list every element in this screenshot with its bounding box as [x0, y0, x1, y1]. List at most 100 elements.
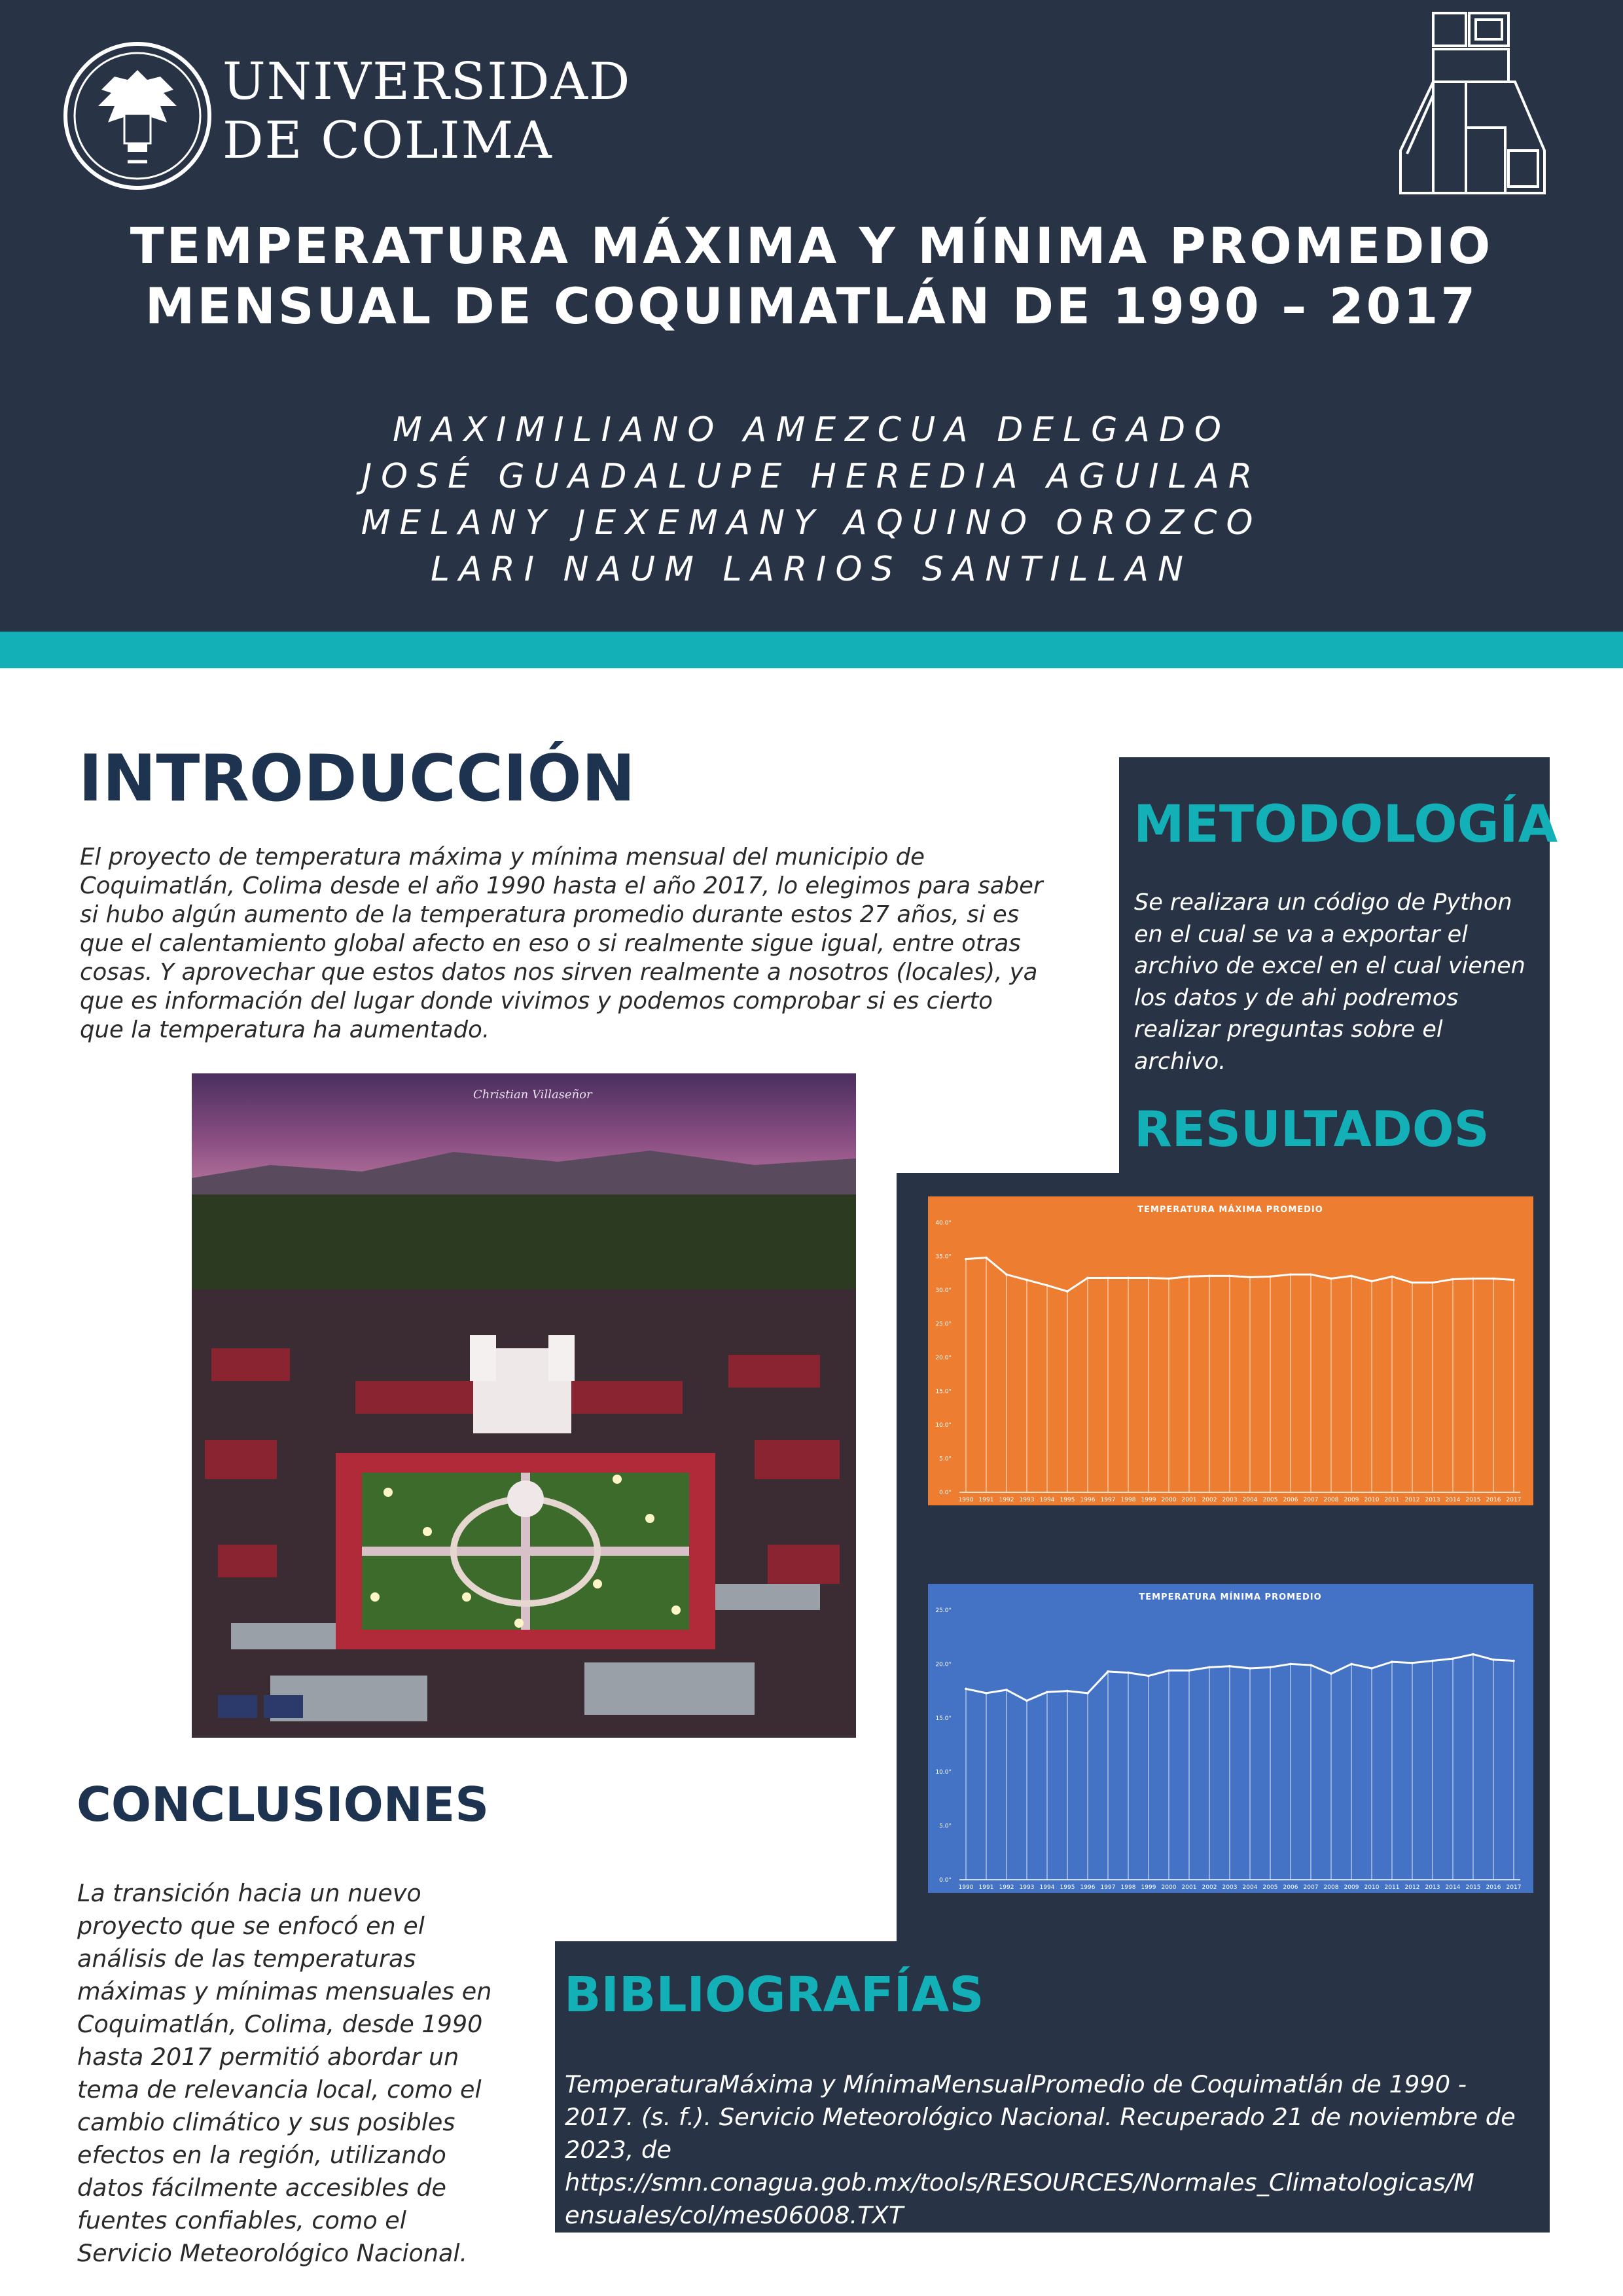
x-tick-label: 2006 — [1283, 1497, 1298, 1503]
x-tick-label: 2017 — [1507, 1497, 1522, 1503]
y-tick-label: 30.0° — [935, 1287, 952, 1294]
data-point — [1228, 1664, 1231, 1668]
introduction-line: Coquimatlán, Colima desde el año 1990 ha… — [80, 872, 1043, 899]
data-point — [1147, 1674, 1150, 1677]
conclusions-line: cambio climático y sus posibles — [77, 2108, 455, 2136]
data-point — [1269, 1666, 1272, 1669]
data-point — [985, 1256, 988, 1259]
methodology-line: en el cual se va a exportar el — [1134, 921, 1468, 948]
data-point — [1391, 1275, 1393, 1278]
x-tick-label: 1994 — [1040, 1884, 1055, 1891]
conclusions-heading: CONCLUSIONES — [77, 1777, 490, 1832]
conclusions-line: tema de relevancia local, como el — [77, 2075, 482, 2104]
methodology-panel — [1119, 757, 1550, 1176]
x-tick-label: 2012 — [1405, 1884, 1420, 1891]
university-name-line1: UNIVERSIDAD — [223, 52, 632, 111]
data-point — [1289, 1662, 1292, 1666]
x-tick-label: 2017 — [1507, 1884, 1522, 1891]
x-tick-label: 2016 — [1486, 1884, 1501, 1891]
conclusions-line: Coquimatlán, Colima, desde 1990 — [77, 2010, 483, 2038]
data-point — [1046, 1283, 1048, 1287]
methodology-line: realizar preguntas sobre el — [1134, 1016, 1443, 1043]
y-tick-label: 15.0° — [935, 1715, 952, 1722]
data-point — [1370, 1280, 1373, 1283]
data-point — [1066, 1689, 1069, 1693]
x-tick-label: 2007 — [1304, 1497, 1319, 1503]
faculty-emblem-logo — [1399, 12, 1546, 194]
introduction-text: El proyecto de temperatura máxima y míni… — [80, 843, 1101, 1045]
x-tick-label: 2001 — [1182, 1884, 1197, 1891]
x-tick-label: 1995 — [1060, 1497, 1075, 1503]
conclusions-line: proyecto que se enfocó en el — [77, 1912, 425, 1940]
x-tick-label: 2004 — [1243, 1497, 1258, 1503]
x-tick-label: 2002 — [1202, 1497, 1217, 1503]
chart-background — [928, 1196, 1533, 1505]
y-tick-label: 5.0° — [939, 1823, 952, 1830]
data-point — [1086, 1692, 1089, 1695]
data-point — [1208, 1274, 1211, 1278]
conclusions-line: efectos en la región, utilizando — [77, 2141, 446, 2169]
introduction-heading: INTRODUCCIÓN — [79, 742, 635, 816]
data-point — [1512, 1278, 1515, 1282]
data-point — [1330, 1277, 1332, 1280]
data-point — [1005, 1689, 1008, 1691]
x-tick-label: 1994 — [1040, 1497, 1055, 1503]
x-tick-label: 1997 — [1101, 1497, 1116, 1503]
x-tick-label: 2003 — [1222, 1884, 1238, 1891]
data-point — [1127, 1276, 1130, 1280]
results-heading: RESULTADOS — [1134, 1100, 1489, 1158]
plot-area: 0.0° 5.0° 10.0° 15.0° 20.0° 25.0° 1990 1991 1992… — [935, 1607, 1521, 1891]
y-tick-label: 15.0° — [935, 1389, 952, 1395]
data-point — [1512, 1659, 1515, 1662]
x-tick-label: 2009 — [1344, 1884, 1359, 1891]
x-tick-label: 2012 — [1405, 1497, 1420, 1503]
conclusions-text: La transición hacia un nuevo proyecto qu… — [77, 1877, 548, 2270]
data-point — [1350, 1662, 1353, 1666]
conclusions-line: Servicio Meteorológico Nacional. — [77, 2239, 468, 2267]
y-tick-label: 0.0° — [939, 1877, 952, 1884]
methodology-line: archivo de excel en el cual vienen — [1134, 953, 1525, 979]
data-point — [1127, 1671, 1130, 1674]
x-tick-label: 1999 — [1141, 1497, 1156, 1503]
author-name: LARI NAUM LARIOS SANTILLAN — [431, 550, 1192, 589]
university-name-line2: DE COLIMA — [223, 111, 553, 170]
y-tick-label: 0.0° — [939, 1490, 952, 1496]
x-tick-label: 2014 — [1446, 1884, 1461, 1891]
data-point — [1188, 1669, 1190, 1672]
source-link[interactable]: https://smn.conagua.gob.mx/tools/RESOURC… — [565, 2168, 1474, 2197]
data-point — [1472, 1653, 1474, 1656]
data-point — [965, 1687, 967, 1691]
data-point — [1411, 1281, 1414, 1284]
bibliography-line: TemperaturaMáxima y MínimaMensualPromedi… — [565, 2070, 1467, 2098]
data-point — [1026, 1278, 1028, 1282]
x-tick-label: 1992 — [999, 1497, 1014, 1503]
data-point — [1289, 1273, 1292, 1276]
x-tick-label: 1990 — [959, 1497, 974, 1503]
data-point — [1330, 1672, 1332, 1676]
introduction-line: que el calentamiento global afecto en es… — [80, 930, 1021, 957]
x-tick-label: 1991 — [979, 1497, 994, 1503]
x-tick-label: 2008 — [1324, 1884, 1339, 1891]
x-tick-label: 2005 — [1263, 1884, 1278, 1891]
x-tick-label: 1997 — [1101, 1884, 1116, 1891]
data-point — [1431, 1281, 1434, 1284]
data-point — [1026, 1699, 1028, 1702]
title-line-1: TEMPERATURA MÁXIMA Y MÍNIMA PROMEDIO — [130, 217, 1493, 275]
bibliography-heading: BIBLIOGRAFÍAS — [564, 1967, 984, 2023]
chart-background — [928, 1584, 1533, 1893]
data-point — [1492, 1659, 1495, 1661]
x-tick-label: 2014 — [1446, 1497, 1461, 1503]
x-tick-label: 1996 — [1080, 1497, 1096, 1503]
x-tick-label: 2000 — [1162, 1884, 1177, 1891]
x-tick-label: 2015 — [1466, 1884, 1481, 1891]
x-tick-label: 1998 — [1121, 1884, 1136, 1891]
data-point — [1452, 1657, 1454, 1660]
introduction-line: que es información del lugar donde vivim… — [80, 988, 993, 1014]
author-name: MELANY JEXEMANY AQUINO OROZCO — [361, 503, 1262, 543]
conclusions-line: datos fácilmente accesibles de — [77, 2174, 447, 2202]
series-line — [965, 1653, 1514, 1702]
source-link[interactable]: ensuales/col/mes06008.TXT — [565, 2201, 904, 2229]
max-temperature-chart: TEMPERATURA MÁXIMA PROMEDIO 0.0° 5.0° 10.0… — [928, 1196, 1533, 1505]
author-list: MAXIMILIANO AMEZCUA DELGADO JOSÉ GUADALU… — [196, 407, 1427, 593]
plot-area: 0.0° 5.0° 10.0° 15.0° 20.0° 25.0° 30.0° 35.0° 40… — [935, 1220, 1521, 1503]
